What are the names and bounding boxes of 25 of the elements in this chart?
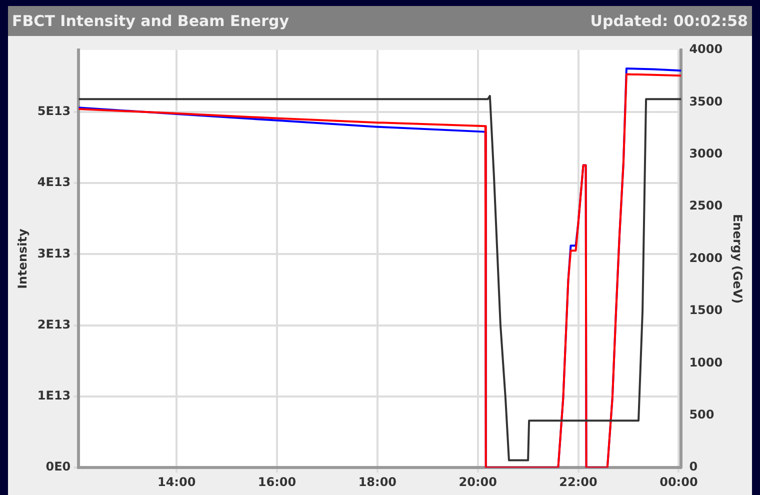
x-tick-label: 14:00: [157, 474, 196, 489]
y-tick-label: 1E13: [37, 388, 71, 403]
chart-title: FBCT Intensity and Beam Energy: [12, 12, 290, 30]
y2-tick-label: 1000: [689, 355, 723, 370]
y-axis-title: Intensity: [15, 228, 30, 289]
x-tick-label: 20:00: [458, 474, 497, 489]
y2-tick-label: 2500: [689, 198, 723, 213]
y2-tick-label: 1500: [689, 303, 723, 318]
y-tick-label: 4E13: [37, 175, 71, 190]
y2-tick-label: 2000: [689, 250, 723, 265]
x-tick-label: 16:00: [258, 474, 296, 489]
chart-subtitle: Updated: 00:02:58: [590, 12, 748, 30]
y2-axis-title: Energy (GeV): [730, 214, 745, 304]
y2-tick-label: 4000: [689, 42, 723, 56]
y-tick-label: 0E0: [46, 460, 71, 474]
y-tick-label: 3E13: [37, 246, 71, 260]
y2-tick-label: 0: [689, 460, 698, 474]
y2-tick-label: 3500: [689, 94, 723, 108]
x-tick-label: 18:00: [358, 474, 397, 489]
y-tick-label: 5E13: [37, 104, 71, 118]
y2-tick-label: 500: [689, 408, 714, 422]
y-tick-label: 2E13: [37, 317, 71, 332]
x-tick-label: 22:00: [559, 474, 598, 489]
x-tick-label: 00:00: [660, 474, 698, 489]
y2-tick-label: 3000: [689, 146, 723, 161]
